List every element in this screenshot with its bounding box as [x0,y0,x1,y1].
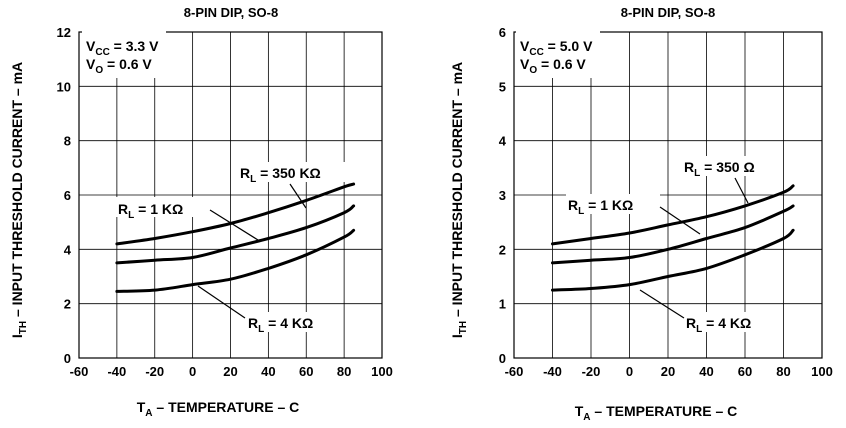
chart-left-x-axis-label: TA – TEMPERATURE – C [137,399,300,419]
chart-right-label-1k: RL = 1 KΩ [568,197,633,217]
chart-left-label-bg-4k [245,312,337,332]
chart-right-y-tick-label: 0 [499,351,506,366]
chart-right-y-tick-label: 2 [499,242,506,257]
chart-right-series-1k [551,204,795,265]
chart-right-y-tick-label: 5 [499,79,506,94]
chart-left-y-tick-label: 8 [64,134,71,149]
chart-right-condition-vo: VO = 0.6 V [520,56,586,76]
chart-left-condition-vcc: VCC = 3.3 V [86,38,159,58]
chart-right-leader-1k [659,206,701,235]
chart-right: 8-PIN DIP, SO-8 -60 -40 -20 0 20 40 60 80 100 0 1 2… [449,5,833,423]
chart-left-y-tick-label: 10 [57,79,71,94]
chart-left-series-1k [115,204,356,265]
chart-left-label-4k: RL = 4 KΩ [248,315,313,335]
chart-left-series-350k [115,182,356,246]
chart-left-y-tick-label: 2 [64,297,71,312]
chart-left-y-tick-label: 12 [57,25,71,40]
chart-left-grid [78,31,383,359]
chart-right-condition-vcc: VCC = 5.0 V [520,38,593,58]
chart-right-x-tick-label: 80 [776,364,790,379]
chart-left-y-tick-label: 6 [64,188,71,203]
chart-left-label-1k: RL = 1 KΩ [118,201,183,221]
chart-right-label-4k: RL = 4 KΩ [686,315,751,335]
chart-left-x-tick-label: 80 [337,364,351,379]
chart-left-y-tick-label: 4 [64,242,72,257]
chart-right-series [551,184,795,292]
chart-right-label-350: RL = 350 Ω [684,159,755,179]
chart-right-leader-350 [734,177,749,204]
chart-right-x-axis-label: TA – TEMPERATURE – C [575,403,738,423]
chart-left-series-4k [115,228,356,293]
chart-right-series-4k [551,228,795,292]
chart-left-title: 8-PIN DIP, SO-8 [184,5,278,20]
chart-left: 8-PIN DIP, SO-8 -60 -40 -20 0 20 40 60 80 100 0 2 4… [9,5,393,419]
chart-left-series [115,182,356,293]
chart-left-label-bg-1k [116,197,210,217]
chart-left-plot-frame [78,31,383,359]
chart-left-conditions-box [82,30,166,78]
chart-right-x-tick-label: 20 [661,364,675,379]
chart-right-y-tick-label: 4 [499,134,507,149]
chart-left-label-bg-350k [237,162,345,182]
chart-left-y-axis-label: ITH – INPUT THRESHOLD CURRENT – mA [9,62,29,338]
chart-right-y-tick-label: 1 [499,297,506,312]
chart-right-x-tick-label: 40 [699,364,713,379]
chart-right-plot-frame [513,31,823,359]
chart-right-label-bg-1k [566,194,660,214]
chart-left-x-tick-label: 100 [371,364,393,379]
chart-right-leader-4k [639,289,685,319]
chart-right-tick-labels: -60 -40 -20 0 20 40 60 80 100 0 1 2 3 4 5 6 [499,25,833,379]
chart-right-conditions-box [516,30,600,78]
chart-right-title: 8-PIN DIP, SO-8 [621,5,715,20]
chart-left-x-tick-label: -20 [145,364,164,379]
chart-right-x-tick-label: -60 [505,364,524,379]
chart-right-x-tick-label: -40 [543,364,562,379]
chart-right-y-axis-label: ITH – INPUT THRESHOLD CURRENT – mA [449,62,469,338]
chart-left-x-tick-label: 20 [223,364,237,379]
chart-right-x-tick-label: 0 [626,364,633,379]
chart-left-x-tick-label: -40 [107,364,126,379]
chart-right-x-tick-label: -20 [582,364,601,379]
chart-left-x-tick-label: 60 [299,364,313,379]
chart-right-x-tick-label: 100 [811,364,833,379]
chart-left-x-tick-label: 40 [261,364,275,379]
chart-left-leader-4k [197,285,246,319]
chart-left-label-350k: RL = 350 KΩ [240,165,321,185]
chart-left-x-tick-label: 0 [189,364,196,379]
chart-right-label-bg-350 [682,156,782,176]
chart-right-series-350k [551,184,795,246]
chart-right-y-tick-label: 3 [499,188,506,203]
chart-left-tick-labels: -60 -40 -20 0 20 40 60 80 100 0 2 4 6 8 10 12 [57,25,393,379]
chart-left-y-tick-label: 0 [64,351,71,366]
chart-left-leader-1k [209,209,259,241]
chart-right-label-bg-4k [683,312,775,332]
chart-right-y-tick-label: 6 [499,25,506,40]
chart-left-condition-vo: VO = 0.6 V [86,56,152,76]
chart-right-x-tick-label: 60 [738,364,752,379]
chart-left-x-tick-label: -60 [70,364,89,379]
chart-left-leader-350k [289,183,307,209]
